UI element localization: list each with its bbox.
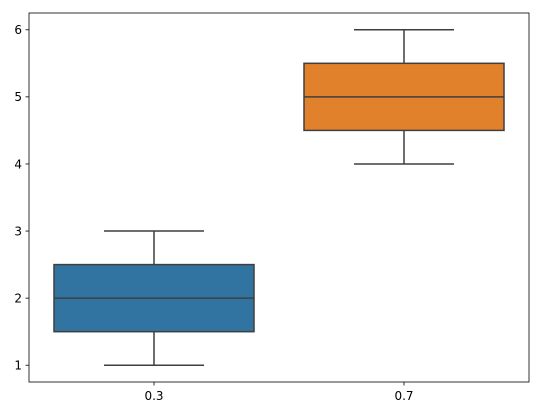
x-tick-label: 0.3 [144, 389, 163, 403]
box-group-0.7 [303, 29, 505, 165]
y-tick-label: 3 [14, 224, 22, 238]
y-tick-label: 1 [14, 359, 22, 373]
y-tick-label: 5 [14, 90, 22, 104]
box-group-0.3 [53, 230, 255, 366]
boxes-layer [53, 29, 505, 366]
x-axis: 0.3 0.7 [144, 382, 414, 403]
plot-frame [28, 12, 530, 383]
y-tick-label: 6 [14, 23, 22, 37]
y-axis: 1 2 3 4 5 6 [14, 23, 29, 373]
y-tick-label: 2 [14, 291, 22, 305]
x-tick-label: 0.7 [394, 389, 413, 403]
y-tick-label: 4 [14, 157, 22, 171]
